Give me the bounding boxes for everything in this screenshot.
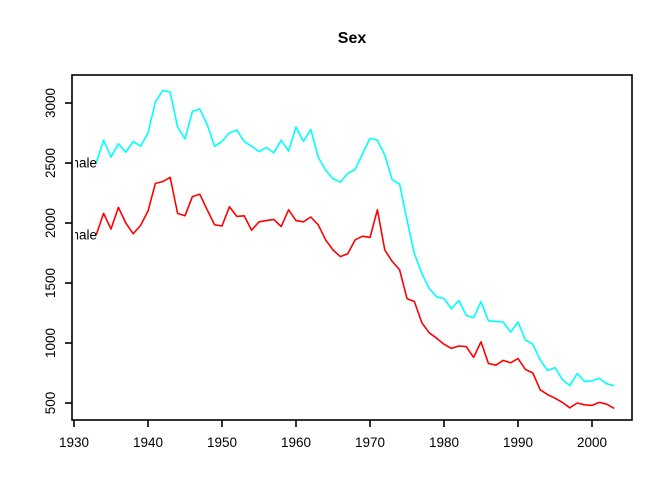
x-tick-label: 1950	[207, 435, 237, 450]
y-tick-label: 3000	[43, 88, 58, 118]
y-tick-label: 2000	[43, 208, 58, 238]
female-series-label: female	[56, 228, 97, 243]
x-tick-label: 2000	[577, 435, 607, 450]
x-tick-label: 1940	[133, 435, 163, 450]
y-tick-label: 1500	[43, 268, 58, 298]
chart-title: Sex	[337, 30, 367, 47]
x-tick-label: 1970	[355, 435, 385, 450]
y-tick-label: 2500	[43, 148, 58, 178]
y-tick-label: 1000	[43, 328, 58, 358]
male-series-label: male	[68, 156, 97, 171]
y-tick-label: 500	[43, 392, 58, 415]
x-tick-label: 1960	[281, 435, 311, 450]
chart-line-female	[95, 176, 615, 410]
x-tick-label: 1930	[59, 435, 89, 450]
x-tick-label: 1980	[429, 435, 459, 450]
plot-box	[71, 74, 633, 421]
chart-line-male	[95, 89, 615, 387]
x-tick-label: 1990	[503, 435, 533, 450]
